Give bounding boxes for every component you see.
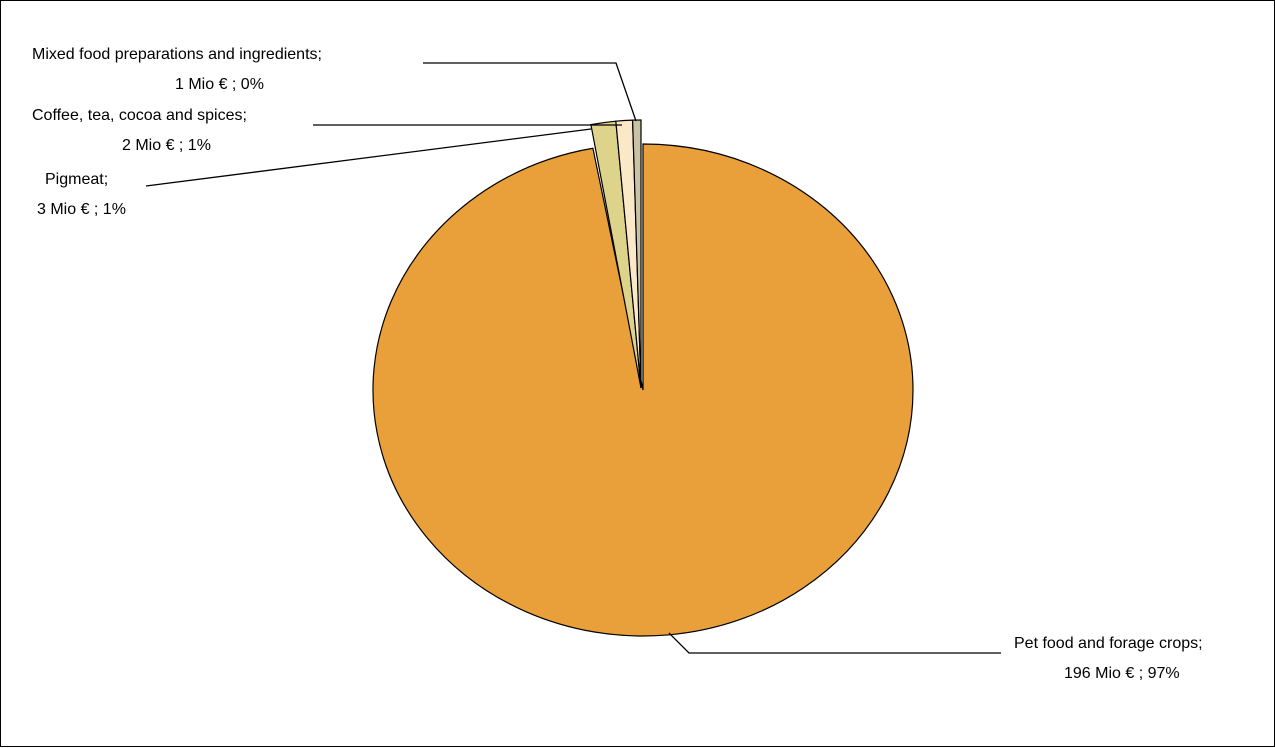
leader-line-mixed-food: [423, 62, 637, 122]
slice-label-coffee-name: Coffee, tea, cocoa and spices;: [32, 107, 247, 124]
leader-line-pigmeat: [145, 128, 592, 187]
slice-label-pet-food-value: 196 Mio € ; 97%: [1064, 665, 1180, 682]
slice-pet-food: [372, 143, 914, 637]
slice-mixed-food: [631, 119, 642, 389]
slice-label-mixed-food-value: 1 Mio € ; 0%: [175, 76, 264, 93]
slice-label-coffee-value: 2 Mio € ; 1%: [122, 137, 211, 154]
slice-label-pigmeat-value: 3 Mio € ; 1%: [37, 201, 126, 218]
leader-line-pet-food: [668, 632, 1001, 654]
slice-label-pigmeat-name: Pigmeat;: [45, 171, 108, 188]
pie-slices: [372, 119, 914, 637]
slice-label-pet-food-name: Pet food and forage crops;: [1014, 635, 1203, 652]
leader-lines: [145, 62, 1001, 654]
slice-label-mixed-food-name: Mixed food preparations and ingredients;: [32, 46, 322, 63]
